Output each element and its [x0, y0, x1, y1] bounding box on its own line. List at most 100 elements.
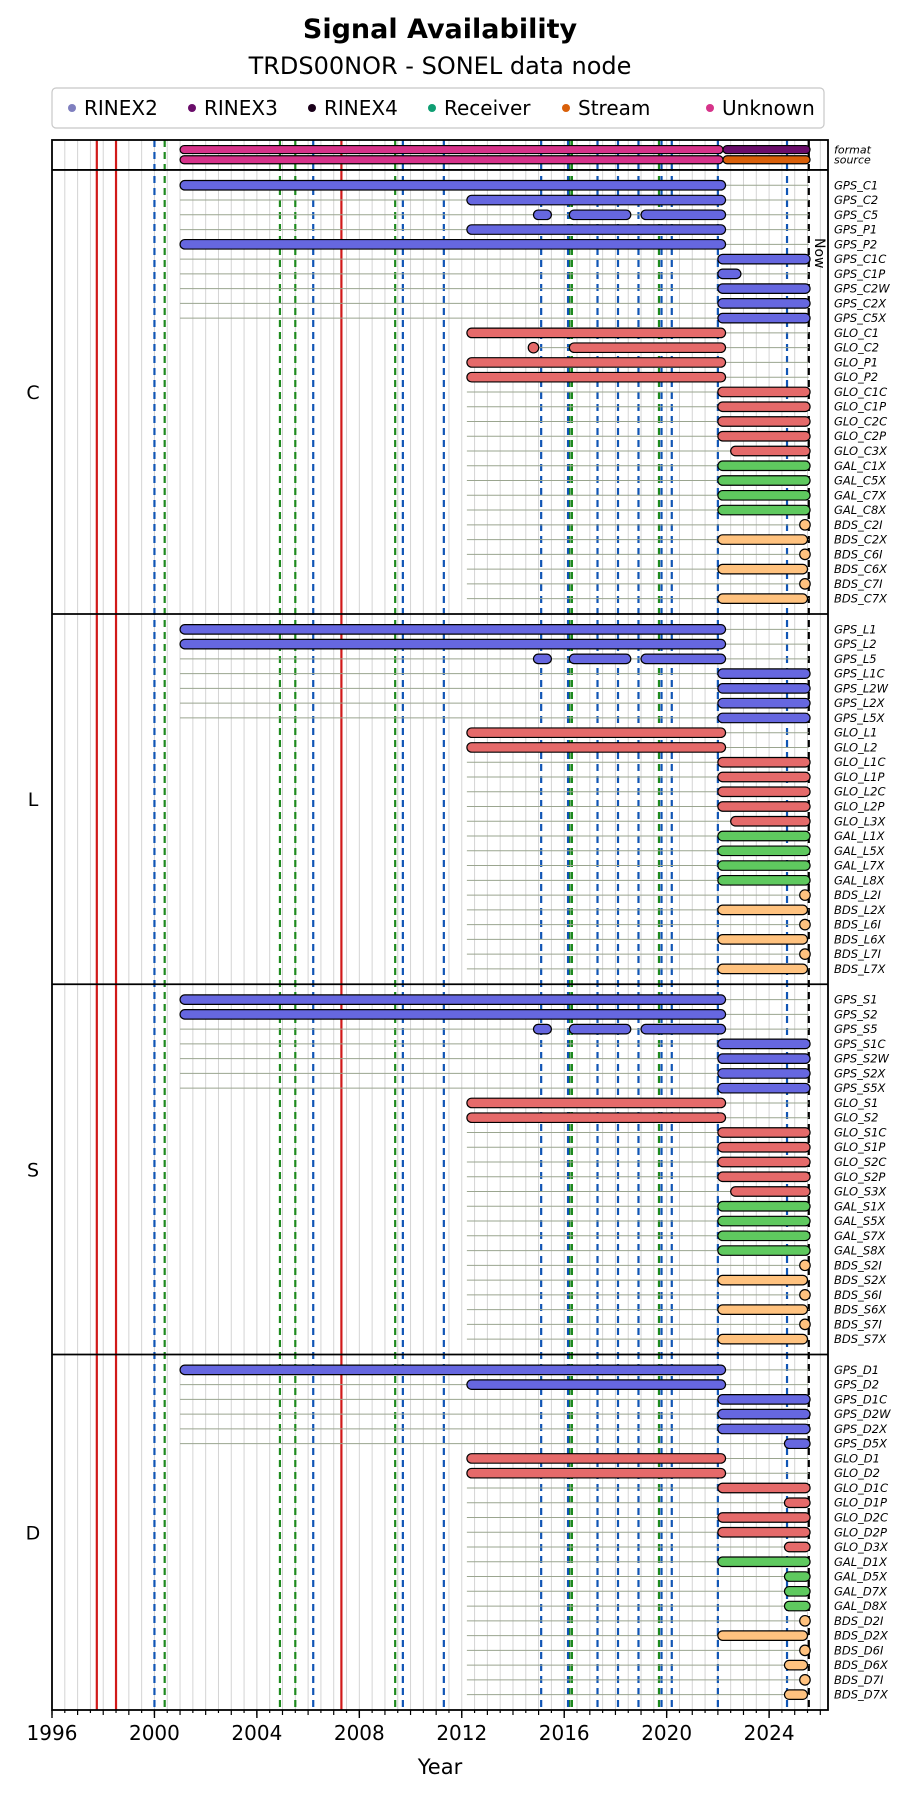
bar-GLO_D1 [466, 1453, 727, 1464]
bar-GLO_C2 [527, 341, 540, 354]
row-label: GLO_D2P [834, 1525, 887, 1539]
bar-source [179, 155, 724, 165]
bar-GAL_L1X [717, 830, 811, 842]
row-label: GPS_C2W [834, 282, 890, 296]
bar-GLO_P1 [466, 357, 727, 368]
row-label: BDS_C7X [834, 592, 888, 606]
row-label: GLO_L2P [834, 800, 884, 814]
bar-GPS_L2W [717, 683, 811, 694]
bar-GPS_C2W [717, 283, 811, 294]
bar-GPS_S5X [717, 1082, 811, 1094]
row-label: BDS_L7I [834, 947, 882, 961]
row-label: GLO_D1C [834, 1481, 888, 1495]
row-label: GLO_C3X [834, 444, 888, 458]
bar-GLO_S2 [466, 1112, 727, 1124]
bar-GPS_C5X [717, 312, 811, 324]
row-label: GPS_C2 [834, 193, 878, 207]
bar-GAL_C7X [717, 489, 811, 501]
bar-BDS_D6X [783, 1659, 809, 1671]
legend-label: RINEX4 [324, 96, 398, 120]
row-label: BDS_C7I [834, 577, 883, 591]
bar-GLO_L2P [717, 801, 811, 812]
bar-GPS_D1C [717, 1394, 811, 1405]
bar-GAL_C1X [717, 460, 811, 472]
row-label: GPS_C1C [834, 252, 886, 266]
bar-GPS_L5 [640, 653, 727, 665]
bar-GPS_C1P [717, 268, 742, 280]
x-tick-label: 1996 [27, 1721, 78, 1745]
legend-label: Stream [578, 96, 650, 120]
bar-GPS_C5 [568, 209, 632, 221]
row-label: GLO_L3X [834, 814, 886, 828]
bar-GLO_C2 [568, 342, 727, 354]
row-label: GLO_S1C [834, 1125, 886, 1139]
row-label: BDS_L6X [834, 932, 887, 946]
bar-GAL_D1X [717, 1556, 811, 1568]
row-label: GLO_L1C [834, 755, 886, 769]
bar-GLO_P2 [466, 371, 727, 383]
bar-GPS_S5 [568, 1023, 632, 1035]
bar-GPS_D2W [717, 1408, 811, 1420]
bar-GPS_L2 [179, 638, 727, 650]
bar-format [179, 144, 724, 155]
bar-GAL_C5X [717, 475, 811, 486]
row-label: GAL_D7X [834, 1584, 888, 1598]
row-label: GAL_C1X [834, 459, 887, 473]
chart-title: Signal Availability [302, 14, 578, 45]
row-label: GAL_S1X [834, 1199, 887, 1213]
bar-GLO_S1P [717, 1141, 811, 1153]
bar-GAL_D8X [783, 1600, 811, 1612]
row-label: GAL_L7X [834, 859, 886, 873]
row-label: GPS_S2W [834, 1052, 890, 1066]
row-label: GLO_L1 [834, 726, 878, 740]
bar-BDS_S7X [717, 1333, 809, 1345]
bar-BDS_L6X [717, 934, 809, 945]
row-label: GLO_C1C [834, 385, 887, 399]
bar-GLO_C2P [717, 430, 811, 442]
bar-GLO_L2C [717, 786, 811, 798]
bar-GLO_D1C [717, 1482, 811, 1494]
bar-GAL_C8X [717, 504, 811, 516]
bar-GPS_C5 [532, 209, 553, 221]
bar-GPS_S2W [717, 1053, 811, 1065]
bar-GLO_S2P [717, 1171, 811, 1183]
row-label: BDS_L2I [834, 888, 882, 902]
row-label: GPS_L5 [834, 652, 877, 666]
bar-GLO_D2P [717, 1526, 811, 1538]
x-tick-label: 2008 [334, 1721, 385, 1745]
panel-label-D: D [26, 1522, 41, 1544]
bar-BDS_S6I [799, 1289, 811, 1301]
row-label: BDS_S6I [834, 1288, 882, 1302]
row-label: BDS_L6I [834, 918, 882, 932]
bar-GPS_L5X [717, 712, 811, 724]
now-label: Now [811, 238, 827, 269]
row-label: BDS_D2I [834, 1614, 884, 1628]
bar-BDS_D6I [799, 1644, 811, 1657]
row-label: GLO_D2 [834, 1466, 880, 1480]
bar-BDS_S2X [717, 1274, 809, 1286]
row-label: GAL_S8X [834, 1244, 887, 1258]
bar-GLO_L1 [466, 727, 727, 739]
bar-BDS_D2X [717, 1630, 809, 1641]
bar-BDS_S2I [799, 1259, 811, 1272]
bar-GPS_S1 [179, 994, 727, 1005]
row-label: GAL_D5X [834, 1570, 888, 1584]
bar-GPS_S2 [179, 1009, 727, 1020]
row-label: GLO_D3X [834, 1540, 889, 1554]
panel-label-S: S [27, 1159, 39, 1181]
legend-marker-stream [562, 104, 570, 112]
row-label: BDS_C6X [834, 562, 888, 576]
bar-GLO_C3X [730, 445, 811, 457]
x-tick-label: 2012 [436, 1721, 487, 1745]
row-label: GLO_D1P [834, 1496, 887, 1510]
bar-BDS_C2X [717, 534, 809, 545]
row-label: GAL_S5X [834, 1214, 887, 1228]
row-label: GLO_L2C [834, 785, 886, 799]
legend-marker-rinex2 [68, 104, 76, 112]
row-label: GLO_C2 [834, 341, 879, 355]
bar-BDS_S7I [799, 1318, 811, 1331]
bar-BDS_C6I [799, 548, 811, 561]
row-label: BDS_D6X [834, 1658, 889, 1672]
bar-GPS_C1C [717, 253, 811, 265]
